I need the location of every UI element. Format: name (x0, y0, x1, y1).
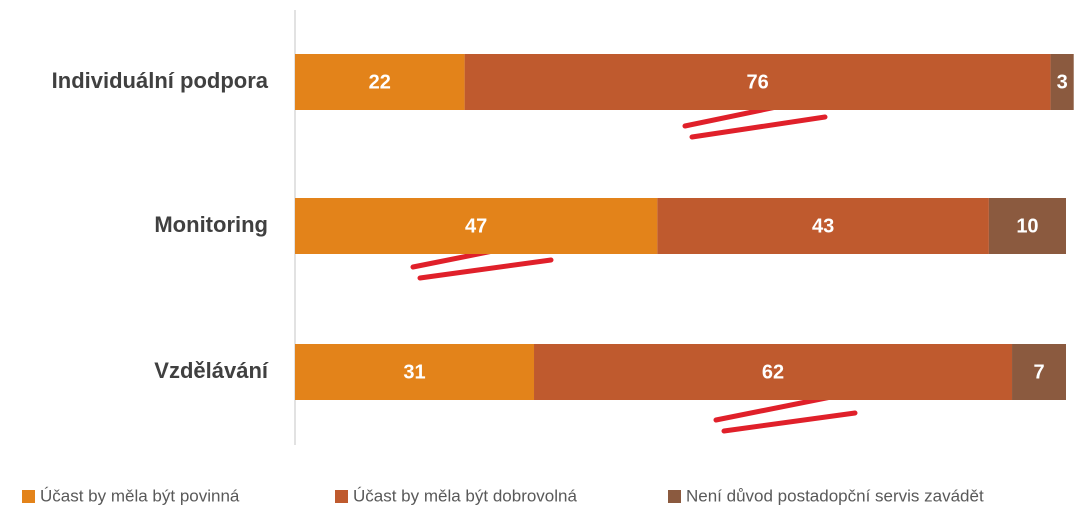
bar-segment (464, 54, 1051, 110)
bar-segment (534, 344, 1013, 400)
red-stroke (721, 410, 858, 434)
data-label: 10 (1016, 215, 1038, 237)
legend-swatch (22, 490, 35, 503)
data-label: 76 (746, 71, 768, 93)
red-stroke (417, 257, 554, 281)
legend-swatch (668, 490, 681, 503)
data-label: 3 (1057, 71, 1068, 93)
data-label: 7 (1033, 361, 1044, 383)
bar-segment (1012, 344, 1066, 400)
y-tick-label: Individuální podpora (52, 68, 269, 93)
bar-segment (295, 54, 465, 110)
data-label: 31 (403, 361, 425, 383)
red-stroke (689, 114, 828, 140)
bar-segment (295, 344, 535, 400)
legend-label: Není důvod postadopční servis zavádět (686, 486, 984, 505)
data-label: 22 (369, 71, 391, 93)
bar-segment (657, 198, 989, 254)
legend-label: Účast by měla být povinná (40, 486, 240, 505)
data-label: 62 (762, 361, 784, 383)
bar-segment (988, 198, 1066, 254)
annotation-strokes (410, 96, 858, 434)
legend-label: Účast by měla být dobrovolná (353, 486, 577, 505)
y-tick-label: Vzdělávání (154, 358, 269, 383)
bar-segment (1050, 54, 1074, 110)
data-label: 47 (465, 215, 487, 237)
y-tick-label: Monitoring (154, 212, 268, 237)
bar-segment (295, 198, 658, 254)
legend-swatch (335, 490, 348, 503)
data-label: 43 (812, 215, 834, 237)
